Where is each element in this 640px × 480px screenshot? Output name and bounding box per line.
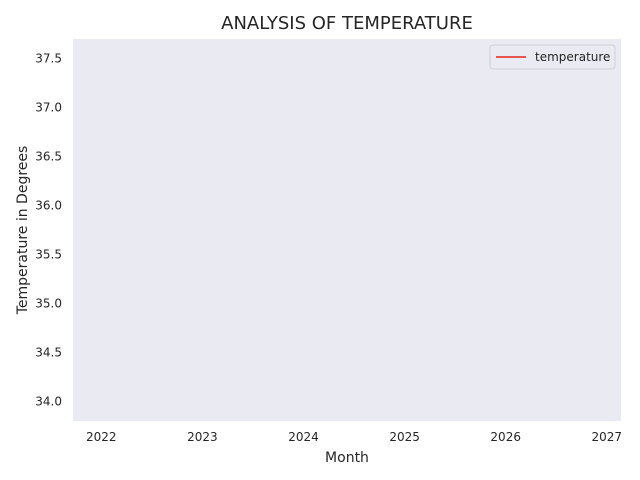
y-tick-label: 35.5 — [35, 248, 62, 262]
legend-series-label: temperature — [535, 50, 610, 64]
x-axis-label: Month — [325, 450, 369, 466]
plot-area — [73, 39, 621, 421]
x-tick-label: 2022 — [86, 430, 117, 444]
y-tick-label: 34.0 — [35, 394, 62, 408]
legend-box — [489, 44, 616, 70]
y-axis-label: Temperature in Degrees — [15, 146, 31, 316]
y-axis-tick-labels: 34.0 34.5 35.0 35.5 36.0 36.5 37.0 37.5 — [35, 52, 62, 409]
x-tick-label: 2024 — [288, 430, 319, 444]
x-tick-label: 2027 — [592, 430, 623, 444]
x-axis-tick-labels: 2022 2023 2024 2025 2026 2027 — [86, 430, 622, 444]
chart-title: ANALYSIS OF TEMPERATURE — [221, 13, 473, 34]
x-tick-label: 2025 — [389, 430, 420, 444]
x-tick-label: 2023 — [187, 430, 218, 444]
y-tick-label: 34.5 — [35, 345, 62, 359]
legend: temperature — [489, 44, 616, 70]
y-tick-label: 37.0 — [35, 101, 62, 115]
y-tick-label: 36.5 — [35, 150, 62, 164]
x-tick-label: 2026 — [490, 430, 521, 444]
y-tick-label: 35.0 — [35, 297, 62, 311]
y-tick-label: 37.5 — [35, 52, 62, 66]
y-tick-label: 36.0 — [35, 199, 62, 213]
